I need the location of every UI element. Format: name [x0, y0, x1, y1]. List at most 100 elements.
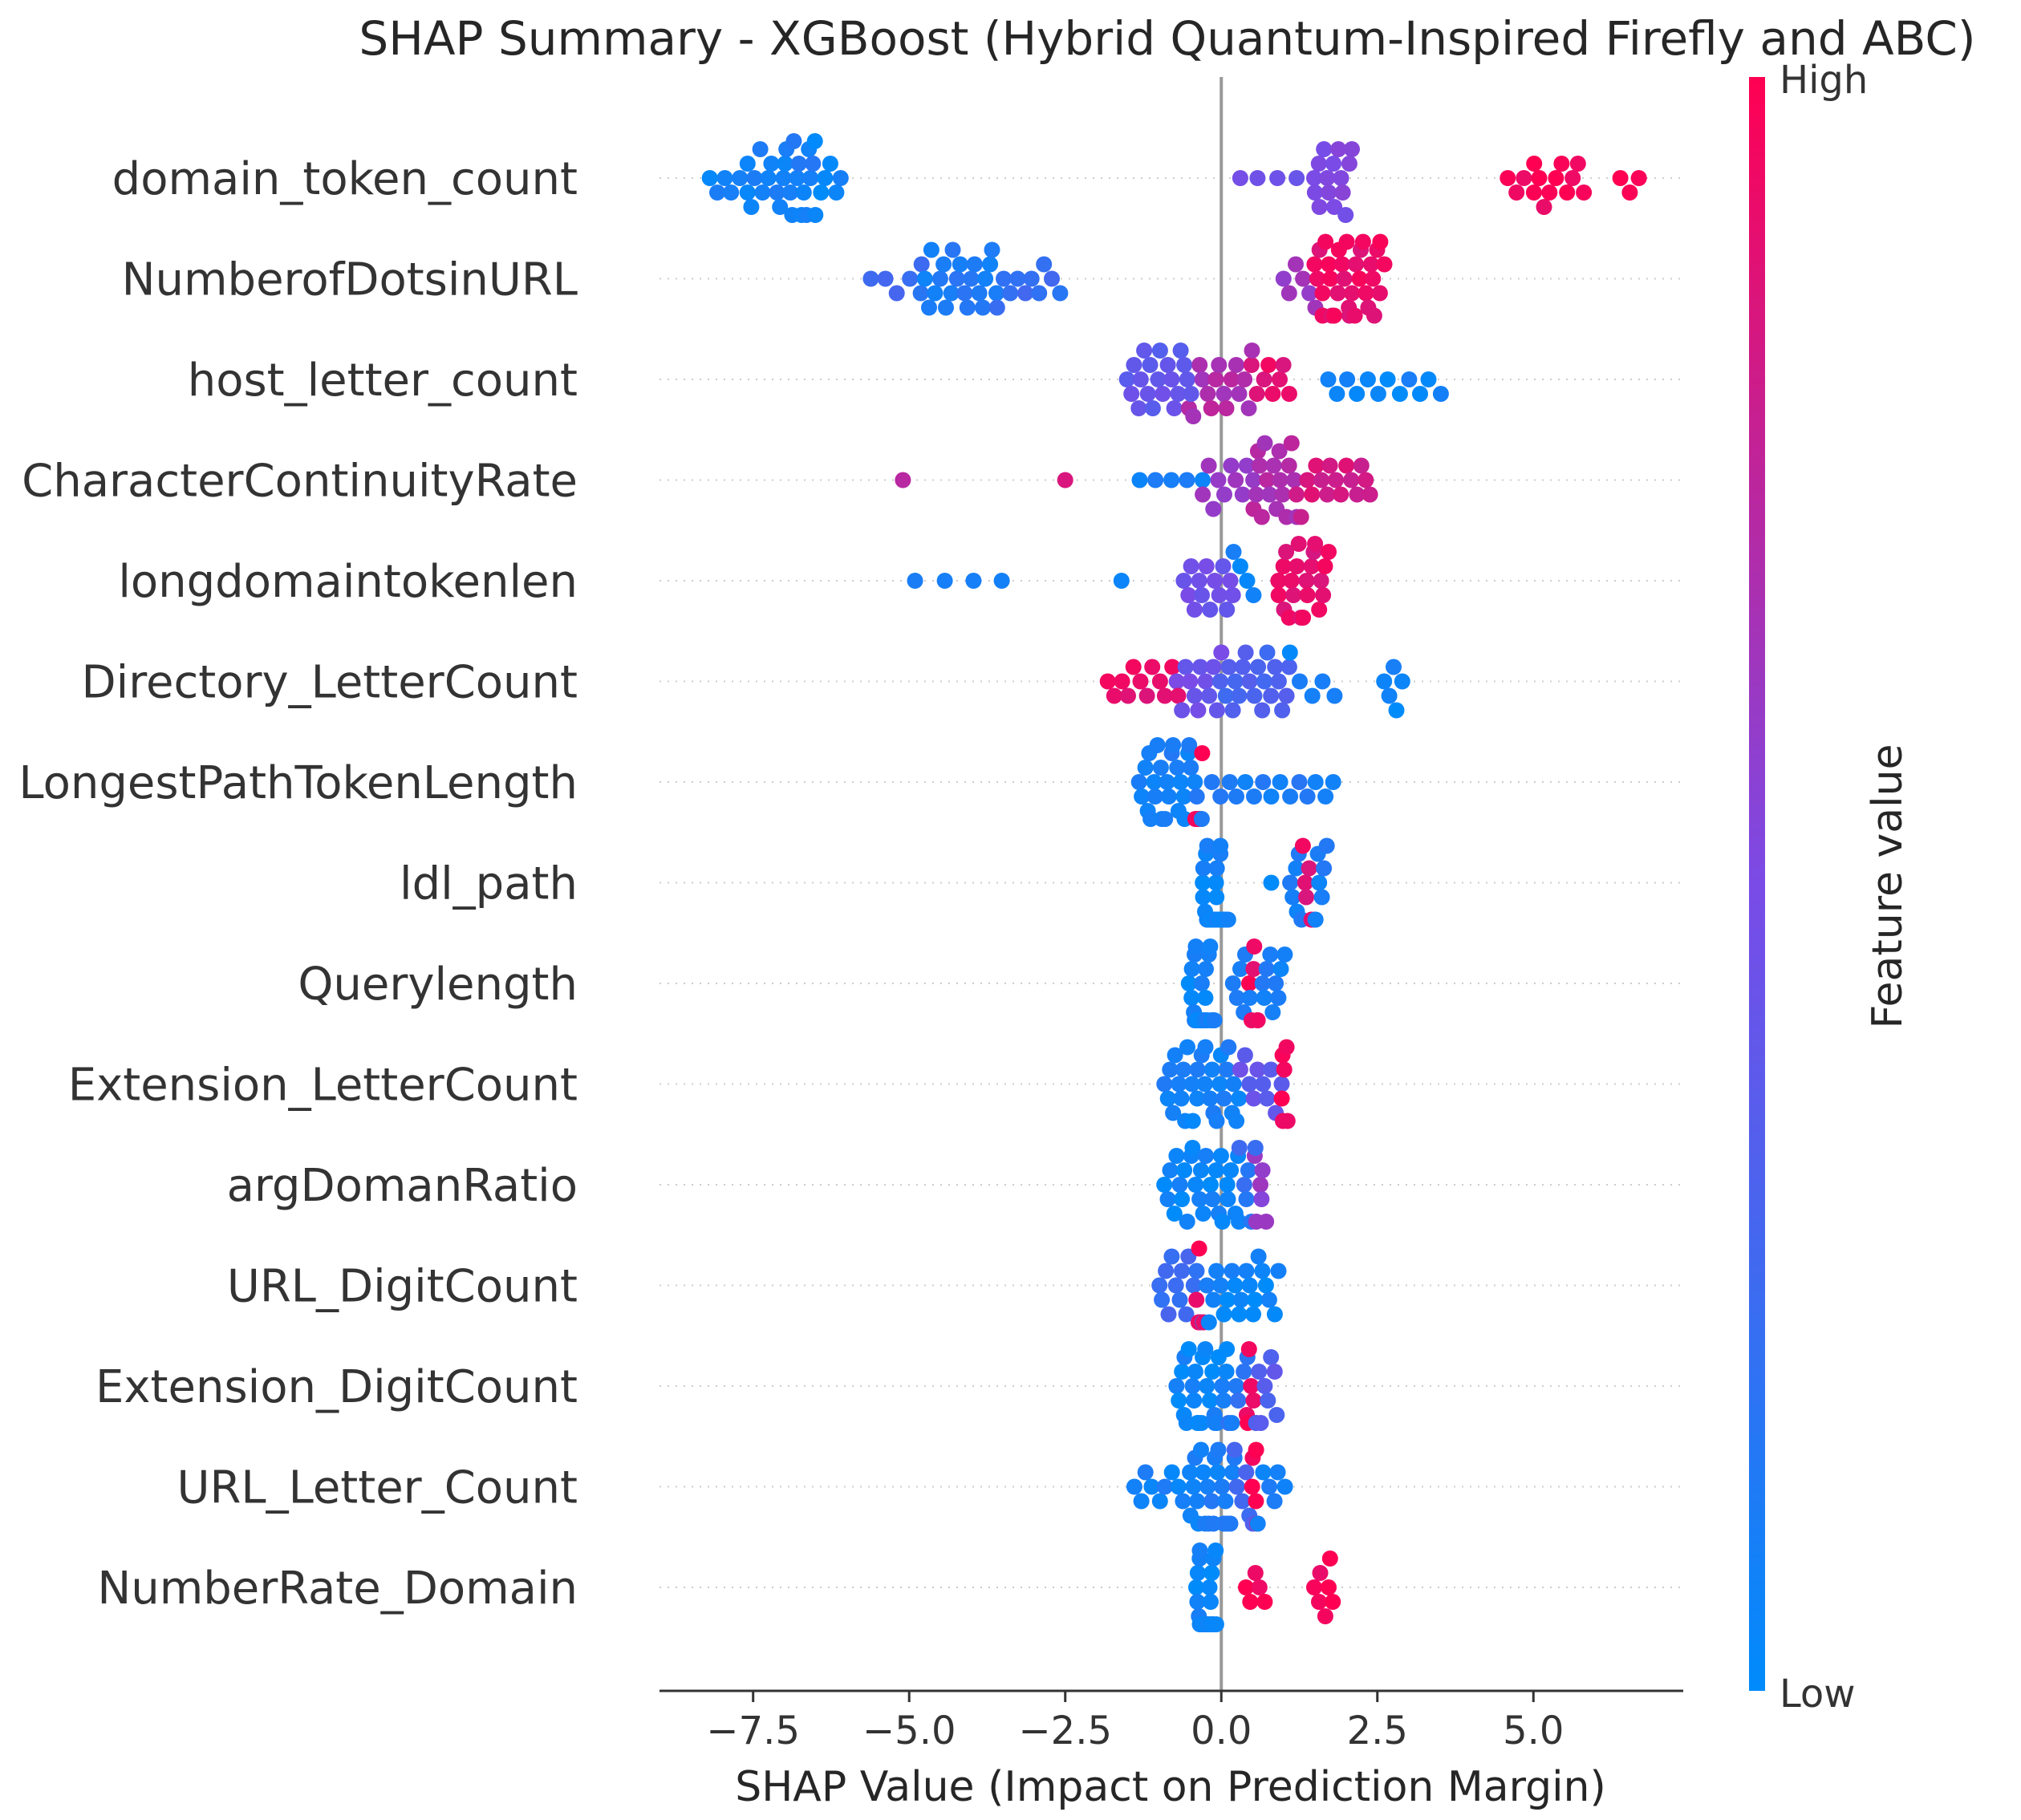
shap-point — [1214, 1378, 1231, 1394]
shap-point — [1178, 1415, 1195, 1431]
shap-point — [805, 156, 822, 172]
shap-point — [1531, 170, 1548, 186]
shap-point — [1259, 472, 1276, 488]
shap-point — [1009, 270, 1026, 287]
shap-point — [1202, 1392, 1218, 1409]
feature-label: ldl_path — [400, 858, 578, 910]
shap-point — [1256, 435, 1273, 452]
shap-point — [1191, 1240, 1207, 1257]
shap-point — [1052, 285, 1069, 302]
shap-point — [1211, 1076, 1228, 1092]
feature-label: host_letter_count — [188, 355, 578, 407]
feature-label: Querylength — [298, 959, 578, 1011]
shap-point — [1057, 472, 1073, 488]
shap-point — [1188, 1579, 1204, 1595]
shap-point — [822, 156, 838, 172]
shap-point — [1165, 1105, 1182, 1121]
shap-point — [1264, 1004, 1281, 1020]
shap-point — [1017, 285, 1034, 302]
shap-point — [1306, 1579, 1322, 1595]
shap-point — [1283, 573, 1300, 589]
shap-point — [1231, 1090, 1248, 1107]
shap-point — [1272, 472, 1288, 488]
shap-point — [1208, 1113, 1225, 1129]
shap-point — [723, 184, 740, 201]
shap-point — [1254, 1162, 1271, 1178]
shap-point — [1241, 673, 1258, 690]
feature-label: domain_token_count — [112, 153, 578, 205]
shap-point — [1227, 673, 1244, 690]
shap-point — [1349, 386, 1366, 402]
shap-point — [1232, 170, 1248, 186]
x-axis-label: SHAP Value (Impact on Prediction Margin) — [735, 1763, 1606, 1811]
x-tick-label: 5.0 — [1503, 1709, 1564, 1753]
shap-point — [1230, 1392, 1247, 1409]
shap-point — [1247, 1565, 1264, 1581]
shap-point — [1239, 573, 1256, 589]
feature-label: argDomanRatio — [227, 1160, 578, 1212]
shap-point — [1174, 1364, 1191, 1380]
shap-point — [1365, 270, 1382, 287]
shap-point — [1163, 371, 1180, 387]
shap-point — [1319, 486, 1336, 503]
shap-point — [1234, 486, 1251, 503]
shap-point — [1238, 1191, 1255, 1207]
shap-point — [877, 270, 894, 287]
feature-label: NumberofDotsinURL — [122, 254, 578, 306]
shap-point — [1344, 285, 1361, 302]
shap-point — [1224, 1464, 1241, 1481]
shap-point — [1249, 1012, 1266, 1028]
shap-point — [828, 184, 845, 201]
shap-point — [1207, 573, 1224, 589]
shap-point — [1376, 256, 1393, 273]
shap-point — [1187, 1177, 1204, 1193]
shap-point — [1190, 702, 1207, 719]
shap-point — [1191, 573, 1207, 589]
shap-point — [1420, 371, 1437, 387]
shap-point — [1179, 1214, 1195, 1230]
shap-point — [1188, 788, 1205, 805]
shap-point — [777, 156, 793, 172]
shap-point — [1279, 1113, 1296, 1129]
shap-point — [1301, 285, 1318, 302]
colorbar-low-label: Low — [1780, 1672, 1856, 1717]
shap-point — [1151, 1493, 1168, 1510]
shap-point — [1186, 687, 1203, 704]
shap-point — [1281, 644, 1298, 661]
shap-point — [1224, 1415, 1240, 1431]
shap-point — [1184, 1378, 1201, 1394]
shap-point — [1251, 1364, 1268, 1380]
shap-point — [1249, 1061, 1266, 1078]
shap-point — [1344, 141, 1360, 157]
shap-point — [1341, 156, 1357, 172]
shap-point — [1212, 837, 1229, 854]
shap-point — [1183, 961, 1200, 977]
shap-point — [1228, 472, 1244, 488]
shap-point — [1187, 1364, 1203, 1380]
shap-point — [1612, 170, 1629, 186]
shap-point — [1236, 1364, 1252, 1380]
shap-point — [813, 184, 830, 201]
shap-point — [1193, 975, 1210, 991]
shap-point — [1263, 687, 1280, 704]
shap-point — [938, 299, 954, 316]
shap-point — [1252, 1415, 1269, 1431]
shap-point — [1264, 386, 1281, 402]
shap-point — [1156, 1076, 1173, 1092]
shap-point — [1155, 386, 1171, 402]
shap-point — [1270, 990, 1287, 1006]
shap-point — [1255, 1464, 1272, 1481]
shap-point — [1198, 1148, 1214, 1164]
shap-point — [1272, 774, 1288, 790]
shap-point — [739, 184, 756, 201]
shap-point — [1333, 170, 1349, 186]
shap-point — [1362, 486, 1378, 503]
shap-point — [1174, 1263, 1190, 1279]
shap-point — [1245, 1306, 1261, 1323]
shap-point — [1191, 357, 1208, 373]
shap-point — [1166, 1206, 1183, 1222]
shap-point — [1176, 1162, 1193, 1178]
shap-point — [1255, 1076, 1272, 1092]
shap-point — [1138, 687, 1155, 704]
shap-point — [1186, 1392, 1203, 1409]
